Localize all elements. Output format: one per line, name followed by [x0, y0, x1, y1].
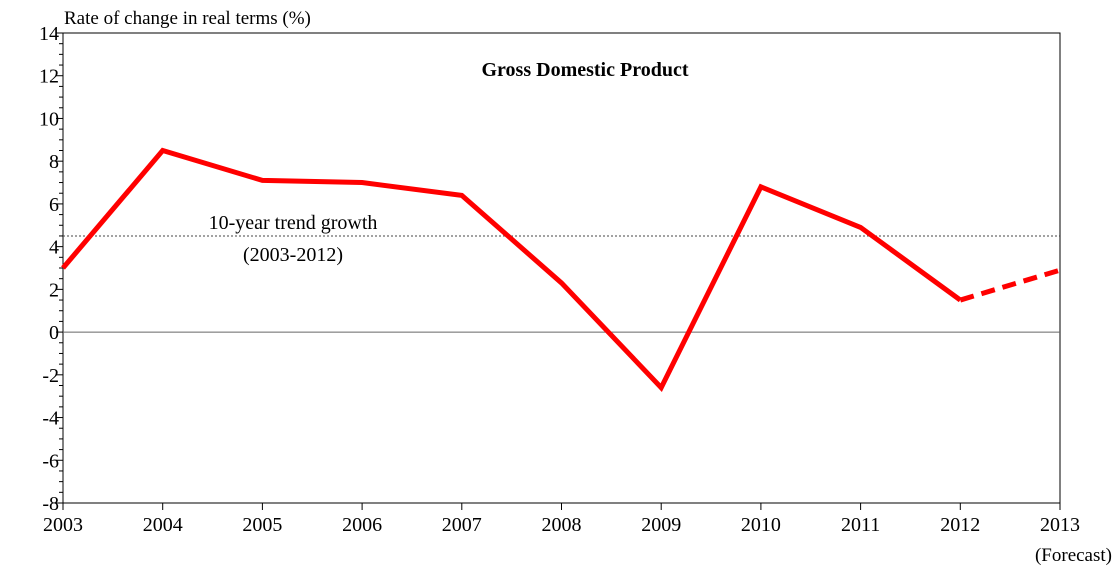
y-tick-label: -8 [42, 493, 59, 515]
x-tick-label: 2005 [242, 514, 282, 536]
chart-title: Gross Domestic Product [481, 59, 688, 81]
y-axis-title: Rate of change in real terms (%) [64, 8, 311, 29]
x-tick-label: 2009 [641, 514, 681, 536]
x-tick-label: 2006 [342, 514, 382, 536]
chart-marks: -8 -6 -4 -2 0 2 4 6 8 10 12 14 2003 2004 2005 2006 2007 2… [39, 23, 1080, 536]
y-tick-label: -6 [42, 450, 59, 472]
x-tick-label: 2004 [143, 514, 183, 536]
y-tick-label: 2 [49, 279, 59, 301]
y-tick-label: 10 [39, 108, 59, 130]
y-tick-label: -4 [42, 408, 59, 430]
y-tick-label: -2 [42, 365, 59, 387]
y-tick-label: 12 [39, 66, 59, 88]
x-tick-label: 2011 [841, 514, 880, 536]
y-tick-label: 4 [49, 237, 59, 259]
y-tick-label: 14 [39, 23, 59, 45]
trend-label-line1: 10-year trend growth [209, 212, 378, 234]
y-tick-label: 6 [49, 194, 59, 216]
x-tick-label: 2010 [741, 514, 781, 536]
x-tick-label: 2012 [940, 514, 980, 536]
series-line-forecast [959, 267, 1061, 303]
x-tick-label: 2013 [1040, 514, 1080, 536]
y-tick-label: 0 [49, 322, 59, 344]
x-tick-label: 2003 [43, 514, 83, 536]
plot-area [62, 32, 1061, 504]
y-tick-label: 8 [49, 151, 59, 173]
x-tick-label: 2008 [542, 514, 582, 536]
trend-label-line2: (2003-2012) [243, 244, 343, 266]
forecast-note: (Forecast) [1035, 545, 1112, 566]
series-line-actual [61, 147, 962, 392]
x-tick-label: 2007 [442, 514, 482, 536]
